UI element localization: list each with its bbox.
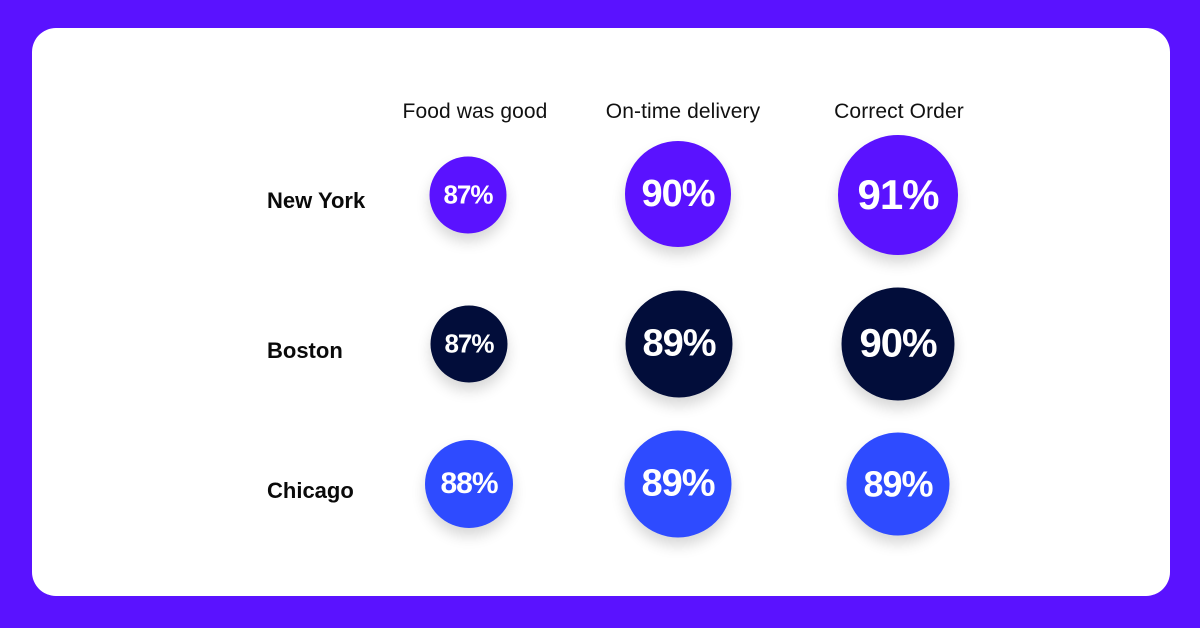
row-label-new-york: New York [267,188,366,213]
chart-card [32,28,1170,596]
column-header-delivery: On-time delivery [605,100,761,123]
column-header-order: Correct Order [834,100,964,123]
bubble-new-york-delivery: 90% [625,141,731,247]
bubble-boston-food: 87% [430,305,508,383]
row-label-boston: Boston [267,338,343,363]
row-label-chicago: Chicago [267,478,354,503]
bubble-chicago-order: 89% [846,432,950,536]
bubble-chicago-delivery: 89% [624,430,732,538]
bubble-new-york-food: 87% [429,156,507,234]
bubble-new-york-order: 91% [838,135,958,255]
bubble-boston-delivery: 89% [625,290,733,398]
bubble-boston-order: 90% [841,287,955,401]
column-header-food: Food was good [402,100,548,123]
bubble-chicago-food: 88% [425,440,513,528]
